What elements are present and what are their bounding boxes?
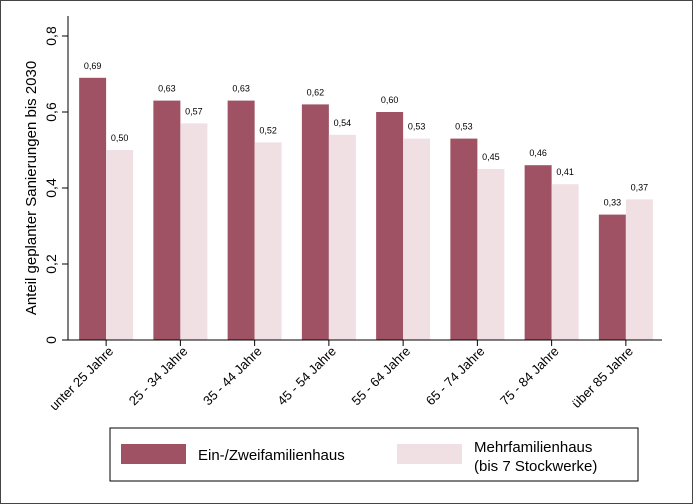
bar-s1-45-54-jahre [328, 134, 356, 340]
y-tick-label: 0,6 [43, 102, 59, 122]
y-tick-label: 0,4 [43, 178, 59, 198]
bar-s0-35-44-jahre [227, 100, 255, 340]
y-tick-label: 0,8 [43, 26, 59, 46]
bar-s1-35-44-jahre [254, 142, 282, 340]
legend-box [109, 427, 639, 482]
data-label-s1-25-34-jahre: 0,57 [185, 106, 203, 116]
bar-s1-65-74-jahre [477, 169, 505, 340]
bar-s0-55-64-jahre [376, 112, 404, 340]
data-label-s0-25-34-jahre: 0,63 [158, 84, 176, 94]
data-label-s0-35-44-jahre: 0,63 [232, 84, 250, 94]
legend: Ein-/Zweifamilienhaus Mehrfamilienhaus (… [109, 427, 639, 482]
bar-s0-unter-25-jahre [79, 77, 107, 341]
bar-s0-ueber-85-jahre [598, 214, 626, 340]
y-tick-label: 0,2 [43, 254, 59, 274]
bar-s0-65-74-jahre [450, 138, 478, 340]
plot-area: 0,69 0,50 0,63 0,57 0,63 0,52 0,62 0,54 0,60 0,53… [79, 61, 653, 341]
legend-swatch-mehrfamilienhaus [397, 444, 462, 464]
data-label-s1-ueber-85-jahre: 0,37 [631, 182, 649, 192]
data-label-s0-ueber-85-jahre: 0,33 [604, 198, 622, 208]
bar-s1-25-34-jahre [180, 123, 208, 341]
bar-s0-25-34-jahre [153, 100, 181, 340]
legend-label-mehrfamilienhaus-line2: (bis 7 Stockwerke) [474, 458, 597, 475]
data-label-s0-45-54-jahre: 0,62 [307, 87, 325, 97]
y-tick-label: 0 [43, 336, 59, 344]
bar-s0-75-84-jahre [524, 165, 552, 340]
data-label-s0-75-84-jahre: 0,46 [529, 148, 547, 158]
bar-s1-ueber-85-jahre [625, 199, 653, 340]
legend-label-ein-zweifamilienhaus: Ein-/Zweifamilienhaus [198, 447, 345, 464]
data-label-s0-unter-25-jahre: 0,69 [84, 61, 102, 71]
data-label-s0-55-64-jahre: 0,60 [381, 95, 399, 105]
bar-s0-45-54-jahre [301, 104, 329, 341]
data-label-s1-65-74-jahre: 0,45 [482, 152, 500, 162]
bar-s1-unter-25-jahre [106, 150, 134, 340]
legend-swatch-ein-zweifamilienhaus [121, 444, 186, 464]
data-label-s1-45-54-jahre: 0,54 [334, 118, 352, 128]
bar-s1-55-64-jahre [403, 138, 431, 340]
data-label-s1-35-44-jahre: 0,52 [259, 125, 277, 135]
legend-label-mehrfamilienhaus-line1: Mehrfamilienhaus [474, 439, 592, 456]
data-label-s1-75-84-jahre: 0,41 [556, 167, 574, 177]
data-label-s0-65-74-jahre: 0,53 [455, 122, 473, 132]
y-axis-title: Anteil geplanter Sanierungen bis 2030 [23, 61, 40, 315]
data-label-s1-55-64-jahre: 0,53 [408, 122, 426, 132]
bar-s1-75-84-jahre [551, 184, 579, 340]
data-label-s1-unter-25-jahre: 0,50 [111, 133, 129, 143]
